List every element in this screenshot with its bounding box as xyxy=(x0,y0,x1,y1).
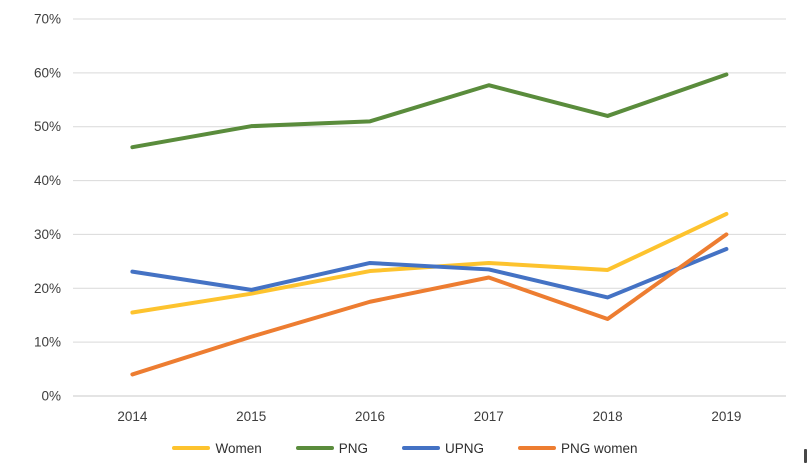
legend-item-women: Women xyxy=(172,440,262,456)
legend-swatch xyxy=(518,446,557,450)
y-axis-tick-label: 60% xyxy=(34,65,61,80)
x-axis-tick-label: 2015 xyxy=(236,409,266,424)
y-axis-tick-label: 0% xyxy=(41,389,61,404)
x-axis-tick-label: 2019 xyxy=(711,409,741,424)
series-line-upng xyxy=(130,246,729,300)
legend-swatch xyxy=(402,446,440,450)
y-axis-tick-label: 10% xyxy=(34,335,61,350)
x-axis-tick-label: 2016 xyxy=(355,409,385,424)
legend-label: Women xyxy=(215,440,262,456)
scrollbar-thumb[interactable] xyxy=(804,449,807,463)
y-axis-tick-label: 40% xyxy=(34,173,61,188)
legend-swatch xyxy=(172,446,211,450)
legend-item-upng: UPNG xyxy=(402,441,484,456)
legend-item-png: PNG xyxy=(295,440,368,456)
legend-label: PNG women xyxy=(561,440,638,456)
legend-label: PNG xyxy=(338,440,368,456)
x-axis-tick-label: 2017 xyxy=(474,409,504,424)
y-axis-tick-label: 30% xyxy=(34,227,61,242)
series-line-png xyxy=(130,72,729,150)
legend-item-png-women: PNG women xyxy=(518,441,638,456)
x-axis-tick-label: 2018 xyxy=(593,409,623,424)
legend-swatch xyxy=(295,446,334,450)
y-axis-tick-label: 70% xyxy=(34,12,61,27)
series-line-png-women xyxy=(130,232,729,377)
chart-legend: Women PNG UPNG PNG women xyxy=(0,438,810,458)
y-axis-tick-label: 50% xyxy=(34,119,61,134)
y-axis-tick-label: 20% xyxy=(34,281,61,296)
legend-label: UPNG xyxy=(445,440,485,456)
x-axis-tick-label: 2014 xyxy=(117,409,148,424)
